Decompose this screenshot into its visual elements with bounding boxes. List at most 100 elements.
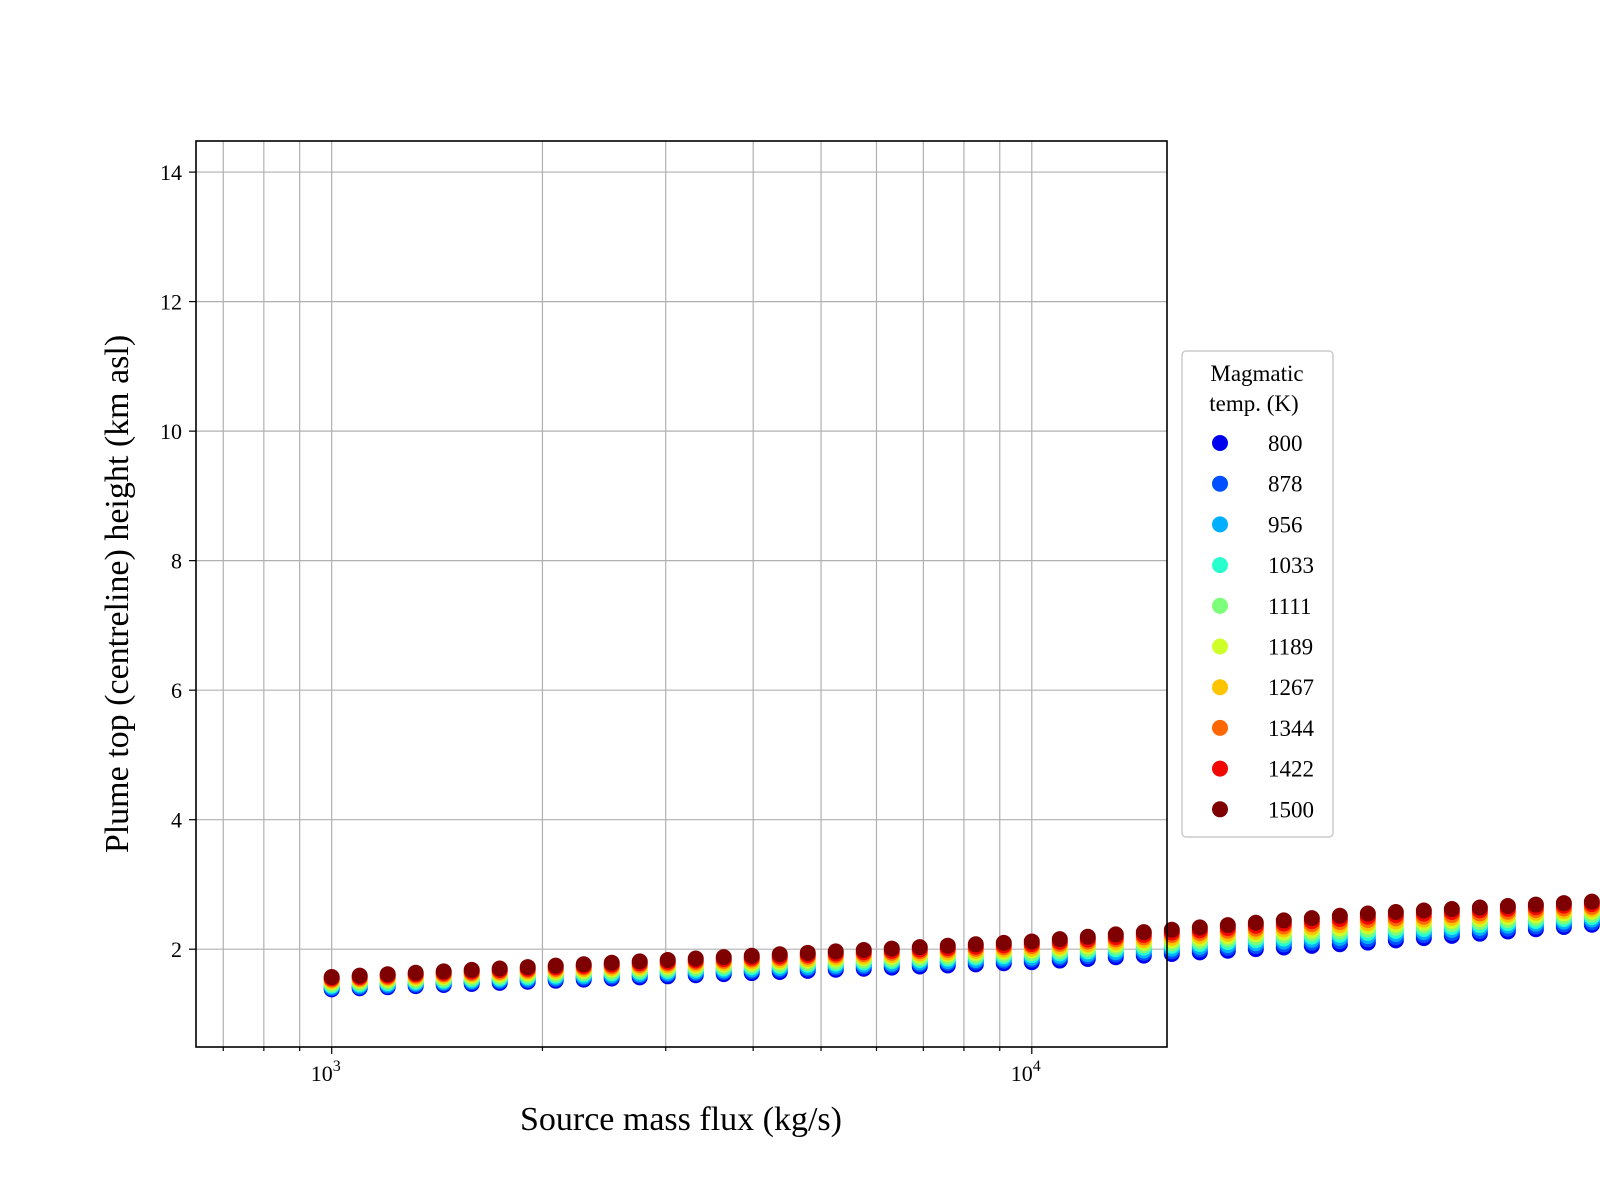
marker-1500	[1135, 924, 1152, 941]
legend-title-line1: Magmatic	[1210, 361, 1303, 386]
x-tick-exponent: 3	[333, 1058, 341, 1075]
legend-marker-1189	[1212, 638, 1228, 655]
legend-marker-1422	[1212, 760, 1228, 777]
x-axis: 103104105106107	[222, 1047, 1041, 1086]
marker-1500	[435, 963, 452, 980]
marker-1500	[1247, 914, 1264, 931]
y-tick-label: 12	[160, 290, 182, 315]
series-878	[323, 914, 1600, 997]
legend-marker-1267	[1212, 679, 1228, 696]
marker-1500	[1191, 919, 1208, 936]
marker-1500	[379, 966, 396, 983]
marker-1500	[995, 934, 1012, 951]
y-tick-label: 2	[171, 937, 182, 962]
series-1500	[323, 893, 1600, 986]
legend-box	[1181, 350, 1334, 838]
marker-1500	[939, 937, 956, 954]
marker-1500	[1219, 917, 1236, 934]
marker-1500	[1387, 904, 1404, 921]
y-tick-label: 8	[171, 549, 182, 574]
marker-1500	[659, 951, 676, 968]
grid	[196, 141, 1167, 1047]
marker-1500	[687, 950, 704, 967]
legend-label-878: 878	[1268, 472, 1303, 497]
marker-1500	[491, 960, 508, 977]
legend-label-1111: 1111	[1268, 594, 1311, 619]
marker-1500	[631, 953, 648, 970]
y-tick-label: 14	[160, 160, 182, 185]
marker-1500	[1079, 928, 1096, 945]
marker-1500	[1303, 910, 1320, 927]
data-markers	[323, 893, 1600, 998]
x-tick-base: 10	[311, 1061, 333, 1086]
legend-label-800: 800	[1268, 431, 1303, 456]
marker-1500	[1275, 912, 1292, 929]
legend-label-1344: 1344	[1268, 716, 1315, 741]
legend-marker-800	[1212, 435, 1228, 451]
marker-1500	[967, 936, 984, 953]
marker-1500	[1443, 901, 1460, 918]
series-1033	[323, 909, 1600, 994]
marker-1500	[1583, 893, 1600, 910]
marker-1500	[463, 961, 480, 978]
y-tick-label: 10	[160, 419, 182, 444]
marker-1500	[1415, 902, 1432, 919]
marker-1500	[1331, 907, 1348, 924]
marker-1500	[1555, 895, 1572, 912]
marker-1500	[1163, 921, 1180, 938]
x-tick-label: 104	[1011, 1058, 1041, 1086]
marker-1500	[715, 949, 732, 966]
marker-1500	[1023, 933, 1040, 950]
legend-label-1189: 1189	[1268, 635, 1313, 660]
series-1267	[323, 901, 1600, 989]
legend-marker-1111	[1212, 597, 1228, 614]
marker-1500	[407, 964, 424, 981]
legend-marker-956	[1212, 516, 1228, 533]
y-axis: 2 4 6 8 10 12 14	[160, 160, 196, 962]
legend: Magmatic temp. (K) 800 878 956 1033 1111 1189…	[1181, 350, 1334, 838]
legend-marker-878	[1212, 475, 1228, 492]
x-axis-label: Source mass flux (kg/s)	[520, 1101, 842, 1138]
marker-1500	[603, 954, 620, 971]
marker-1500	[1527, 896, 1544, 913]
series-1189	[323, 903, 1600, 991]
x-tick-base: 10	[1011, 1061, 1033, 1086]
marker-1500	[855, 941, 872, 958]
series-1422	[323, 896, 1600, 987]
marker-1500	[351, 967, 368, 984]
marker-1500	[1471, 899, 1488, 916]
legend-marker-1033	[1212, 557, 1228, 574]
y-axis-label: Plume top (centreline) height (km asl)	[99, 335, 136, 853]
marker-1500	[743, 947, 760, 964]
legend-label-1422: 1422	[1268, 757, 1314, 782]
x-tick-label: 103	[311, 1058, 341, 1086]
marker-1500	[323, 969, 340, 986]
legend-label-1033: 1033	[1268, 553, 1314, 578]
marker-1500	[911, 939, 928, 956]
series-956	[323, 911, 1600, 995]
marker-1500	[883, 940, 900, 957]
marker-1500	[547, 957, 564, 974]
legend-title-line2: temp. (K)	[1209, 391, 1298, 416]
marker-1500	[1359, 905, 1376, 922]
y-tick-label: 6	[171, 678, 182, 703]
marker-1500	[1051, 931, 1068, 948]
legend-marker-1344	[1212, 719, 1228, 736]
marker-1500	[519, 959, 536, 976]
marker-1500	[771, 946, 788, 963]
series-1111	[323, 906, 1600, 993]
plot-frame	[195, 140, 1168, 1048]
marker-1500	[827, 943, 844, 960]
x-tick-exponent: 4	[1033, 1058, 1041, 1075]
legend-marker-1500	[1212, 801, 1228, 818]
legend-label-1267: 1267	[1268, 675, 1314, 700]
marker-1500	[1107, 926, 1124, 943]
marker-1500	[799, 944, 816, 961]
y-tick-label: 4	[171, 808, 182, 833]
marker-1500	[575, 956, 592, 973]
legend-label-1500: 1500	[1268, 797, 1314, 822]
marker-1500	[1499, 898, 1516, 915]
legend-label-956: 956	[1268, 512, 1303, 537]
series-1344	[323, 898, 1600, 988]
